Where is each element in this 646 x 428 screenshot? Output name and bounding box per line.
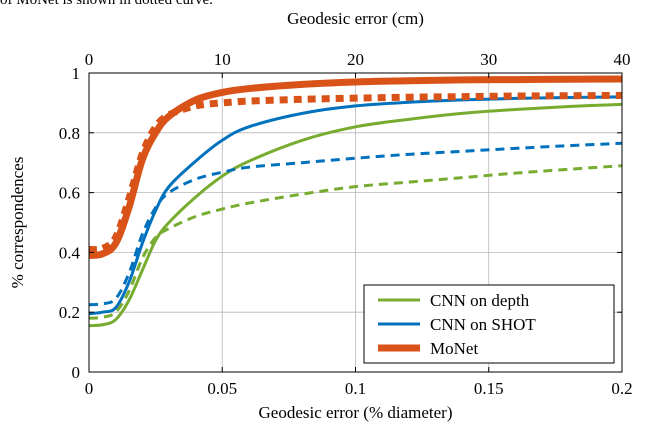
series-cnn-on-depth-dotted — [88, 164, 623, 320]
top-x-tick-label: 30 — [480, 50, 497, 69]
x-tick-label: 0.15 — [474, 379, 504, 398]
y-tick-label: 0.8 — [59, 124, 80, 143]
top-x-tick-label: 0 — [85, 50, 94, 69]
series-cnn-on-shot-dotted — [88, 141, 623, 307]
legend-label: CNN on depth — [430, 291, 530, 310]
series-cnn-on-depth — [88, 102, 623, 328]
top-x-axis-label: Geodesic error (cm) — [287, 9, 424, 28]
legend-label: CNN on SHOT — [430, 315, 536, 334]
caption-fragment: of MoNet is shown in dotted curve. — [0, 0, 213, 8]
ticks — [88, 72, 623, 373]
y-tick-label: 0 — [72, 363, 81, 382]
x-tick-label: 0.05 — [207, 379, 237, 398]
series-layer — [88, 75, 623, 328]
top-x-tick-label: 40 — [614, 50, 631, 69]
top-x-tick-label: 10 — [214, 50, 231, 69]
legend: CNN on depth CNN on SHOT MoNet — [363, 284, 615, 364]
top-x-tick-label: 20 — [347, 50, 364, 69]
tick-labels: 0 0.05 0.1 0.15 0.2 0 10 20 30 40 0 0.2 0.4 0.6 0.8 1 — [59, 50, 633, 398]
x-tick-label: 0.1 — [345, 379, 366, 398]
y-tick-label: 0.6 — [59, 184, 80, 203]
y-tick-label: 0.4 — [59, 243, 81, 262]
y-tick-label: 0.2 — [59, 303, 80, 322]
y-axis-label: % correspondences — [8, 157, 27, 289]
legend-label: MoNet — [430, 339, 478, 358]
y-tick-label: 1 — [72, 64, 81, 83]
x-tick-label: 0 — [85, 379, 94, 398]
x-tick-label: 0.2 — [611, 379, 632, 398]
x-axis-label: Geodesic error (% diameter) — [259, 403, 453, 422]
series-monet — [88, 75, 623, 259]
